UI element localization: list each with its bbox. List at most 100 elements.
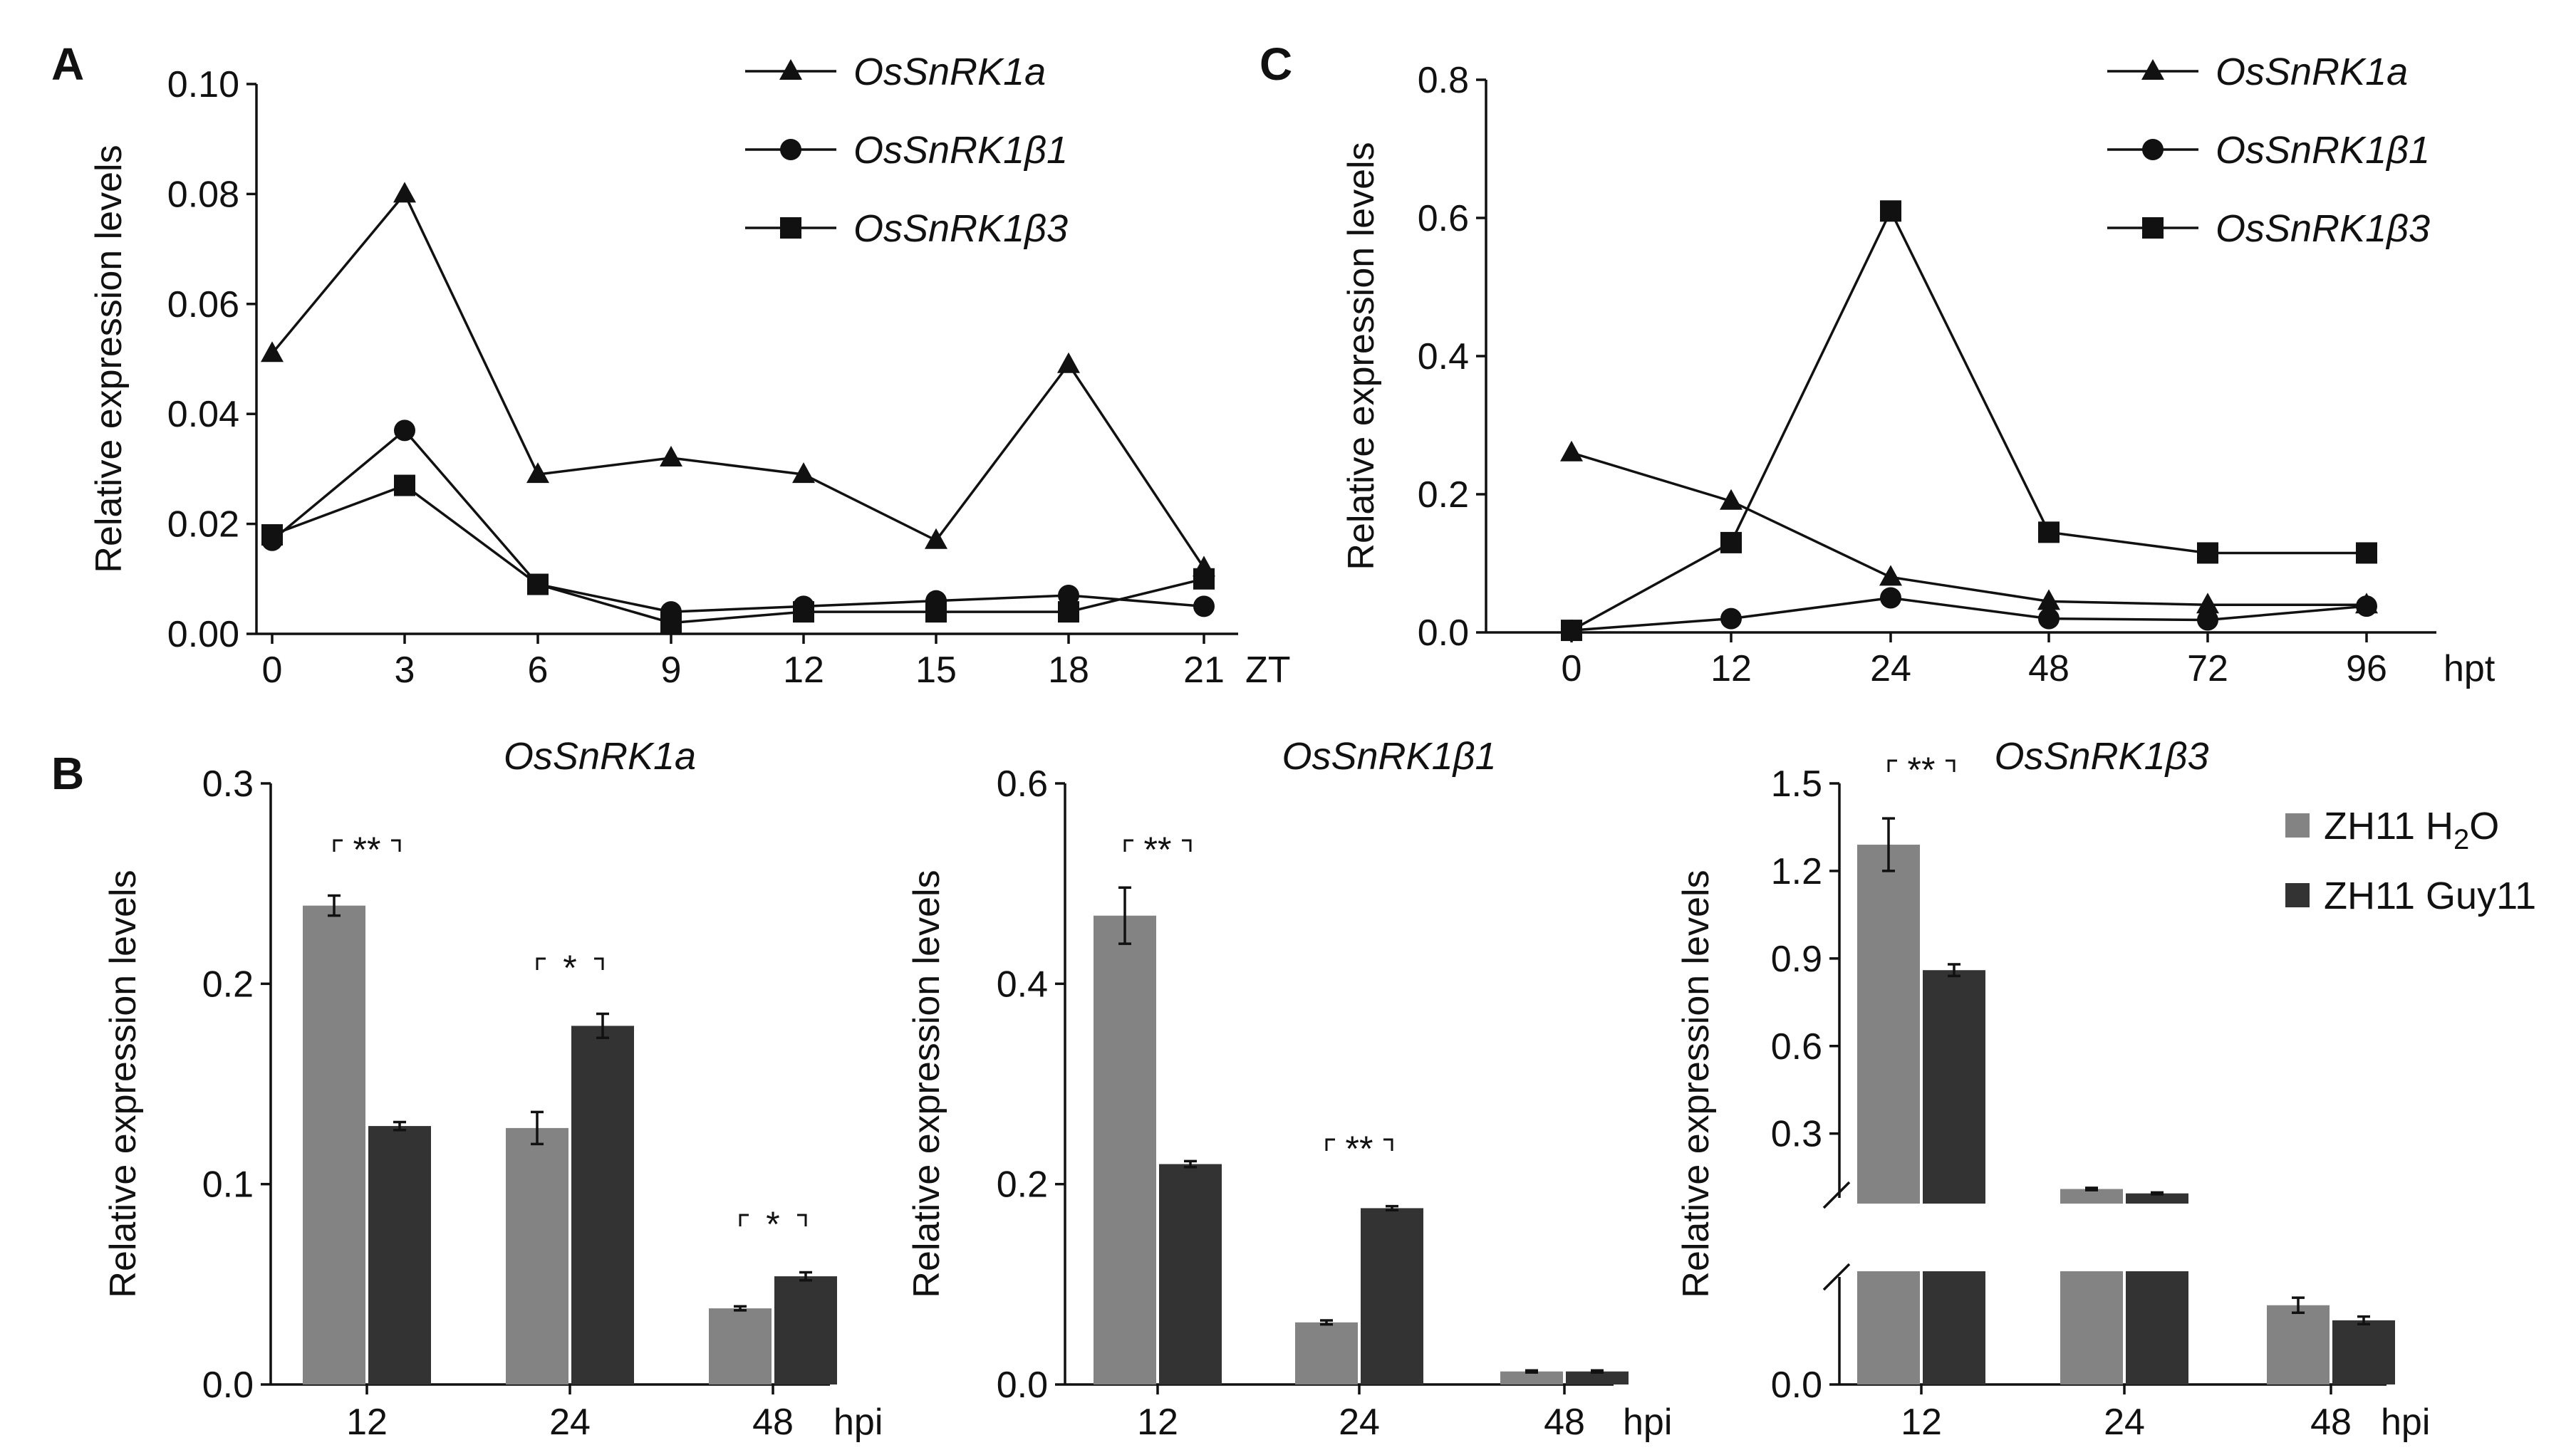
panel-label-a: A — [51, 38, 84, 90]
y-tick-label: 0.02 — [167, 504, 239, 546]
legend-label: OsSnRK1β3 — [853, 207, 1068, 250]
y-tick-label: 0.10 — [167, 64, 239, 105]
y-tick-label: 0.04 — [167, 394, 239, 435]
error-bar — [1525, 1369, 1538, 1374]
bar-zh11-h2o — [1500, 1371, 1563, 1384]
legend-marker-circle — [2142, 139, 2164, 160]
legend-label-h2o: ZH11 H2O — [2324, 805, 2499, 855]
series-line — [271, 428, 1205, 613]
line-chart-c: 0.0 0.2 0.4 0.6 0.8 0 12 24 48 72 96 hpt Relative ex… — [1341, 51, 2496, 689]
data-point-triangle — [1560, 440, 1583, 461]
series-square — [261, 474, 1215, 634]
x-tick-label: 21 — [1183, 650, 1225, 691]
series-triangle — [1560, 440, 2378, 614]
x-tick-label: 48 — [2310, 1402, 2352, 1443]
y-tick-label: 0.08 — [167, 174, 239, 215]
data-point-triangle — [393, 182, 416, 203]
x-tick-label: 48 — [2028, 648, 2069, 689]
data-point-circle — [1880, 587, 1901, 609]
data-point-square — [2197, 542, 2218, 564]
bar-zh11-guy11 — [774, 1276, 837, 1384]
y-tick-label: 0.2 — [997, 1164, 1048, 1206]
y-tick-label: 0.9 — [1771, 939, 1822, 980]
bar-zh11-h2o — [303, 905, 365, 1384]
data-point-triangle — [1057, 352, 1080, 373]
data-point-triangle — [660, 445, 682, 466]
y-tick-label: 0.0 — [1418, 612, 1469, 654]
y-tick-label: 0.06 — [167, 284, 239, 325]
bar-zh11-h2o-upper — [1857, 845, 1920, 1204]
y-tick-label: 0.0 — [1771, 1365, 1822, 1406]
panel-label-c: C — [1260, 38, 1292, 90]
data-point-square — [793, 601, 814, 623]
bar-zh11-guy11 — [1566, 1371, 1629, 1384]
data-point-square — [1720, 531, 1742, 553]
series-line — [1571, 208, 2367, 632]
error-bar — [1386, 1204, 1398, 1211]
data-point-square — [1058, 601, 1079, 623]
x-axis-unit: hpi — [2381, 1402, 2430, 1443]
chart-title: OsSnRK1β1 — [1282, 735, 1497, 778]
bar-zh11-guy11 — [1361, 1208, 1423, 1384]
bar-zh11-h2o — [709, 1308, 772, 1384]
legend-marker-square — [780, 217, 801, 239]
legend-treatments: ZH11 H2O ZH11 Guy11 — [2285, 805, 2536, 917]
significance-stars: ** — [353, 830, 381, 870]
series-square — [1561, 200, 2377, 642]
x-tick-label: 48 — [1544, 1402, 1585, 1443]
data-point-triangle — [1879, 565, 1902, 586]
significance-bracket — [739, 1214, 807, 1226]
data-point-triangle — [1720, 489, 1743, 510]
significance-stars: ** — [1144, 830, 1172, 870]
data-point-circle — [1058, 584, 1079, 606]
y-tick-label: 0.2 — [1418, 474, 1469, 516]
y-tick-label: 0.3 — [1771, 1114, 1822, 1155]
chart-title: OsSnRK1a — [504, 735, 696, 778]
y-tick-label: 0.1 — [202, 1164, 254, 1206]
error-bar — [328, 894, 341, 917]
data-point-square — [2038, 521, 2060, 543]
significance-bracket — [536, 957, 604, 970]
error-bar — [1118, 886, 1131, 945]
x-tick-label: 72 — [2187, 648, 2228, 689]
x-tick-label: 0 — [262, 650, 283, 691]
x-axis-unit: ZT — [1245, 650, 1291, 691]
x-tick-label: 24 — [1339, 1402, 1380, 1443]
bar-zh11-h2o — [2267, 1305, 2330, 1384]
bar-zh11-h2o-lower — [1857, 1271, 1920, 1384]
legend-label: OsSnRK1β1 — [853, 129, 1068, 172]
error-bar — [596, 1012, 609, 1040]
line-chart-a: 0.00 0.02 0.04 0.06 0.08 0.10 0 3 6 9 12 15 18 21 ZT Re… — [88, 51, 1291, 691]
bar-zh11-h2o-lower — [2060, 1271, 2123, 1384]
x-axis-unit: hpi — [833, 1402, 883, 1443]
legend-label: OsSnRK1a — [853, 51, 1046, 93]
y-tick-label: 0.6 — [1418, 198, 1469, 239]
bar-zh11-guy11 — [2332, 1320, 2395, 1384]
x-axis-unit: hpi — [1623, 1402, 1672, 1443]
x-tick-label: 3 — [395, 650, 415, 691]
y-tick-label: 1.5 — [1771, 763, 1822, 805]
data-point-triangle — [526, 462, 549, 484]
x-tick-label: 15 — [915, 650, 957, 691]
significance-stars: ** — [1346, 1129, 1373, 1169]
significance-stars: * — [766, 1204, 779, 1244]
legend-marker-triangle — [779, 59, 802, 80]
series-line — [271, 192, 1205, 569]
y-tick-label: 0.0 — [202, 1365, 254, 1406]
legend-marker-triangle — [2141, 59, 2164, 80]
x-tick-label: 48 — [752, 1402, 794, 1443]
data-point-circle — [2356, 595, 2377, 617]
legend-marker-circle — [780, 139, 801, 160]
y-tick-label: 0.6 — [1771, 1026, 1822, 1068]
data-point-circle — [2038, 607, 2060, 630]
bar-zh11-guy11-upper — [1923, 970, 1985, 1204]
data-point-triangle — [925, 528, 947, 549]
legend-h2o-subscript: 2 — [2453, 824, 2469, 855]
x-tick-label: 96 — [2346, 648, 2387, 689]
y-tick-label: 0.8 — [1418, 60, 1469, 101]
bar-zh11-guy11-lower — [2126, 1271, 2188, 1384]
y-tick-label: 1.2 — [1771, 851, 1822, 892]
x-tick-label: 12 — [1901, 1402, 1942, 1443]
bar-zh11-h2o-upper — [2060, 1189, 2123, 1204]
